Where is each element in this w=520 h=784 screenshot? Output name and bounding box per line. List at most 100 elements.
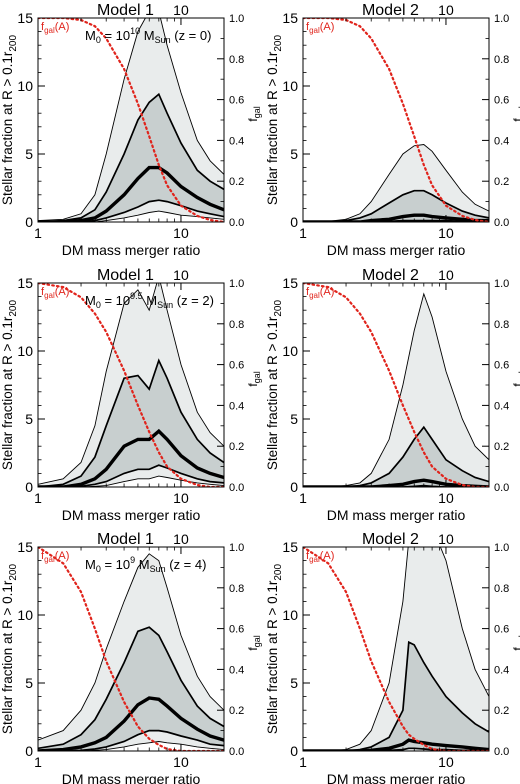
y2tick-label: 1.0: [229, 278, 244, 290]
fgal-label: fgal(A): [306, 21, 334, 35]
p25-line: [38, 464, 224, 487]
fgal-label: fgal(A): [41, 286, 69, 300]
plot-area: [303, 18, 489, 222]
y2-axis-label: fgal: [511, 371, 520, 386]
ytick-label: 10: [17, 343, 33, 359]
xtick-label: 1: [299, 490, 307, 506]
x-axis-label: DM mass merger ratio: [327, 507, 466, 523]
ytick-label: 5: [25, 146, 33, 162]
xtick-label-top: 10: [173, 267, 189, 283]
xtick-label-top: 10: [438, 267, 454, 283]
xtick-label: 10: [438, 490, 454, 506]
y-axis-label: Stellar fraction at R > 0.1r200: [265, 563, 284, 734]
panel-title: Model 1: [97, 531, 154, 548]
y2tick-label: 0.0: [494, 217, 509, 229]
ytick-label: 15: [282, 539, 298, 555]
x-axis-label: DM mass merger ratio: [327, 242, 466, 258]
fgal-curve: [38, 18, 224, 222]
ytick-label: 10: [282, 607, 298, 623]
median-line: [38, 696, 224, 751]
mass-annotation: M0 = 109.5 MSun (z = 2): [85, 291, 214, 310]
x-axis-label: DM mass merger ratio: [327, 771, 466, 784]
ytick-label: 0: [25, 743, 33, 759]
ytick-label: 15: [17, 10, 33, 26]
plot-area: [303, 547, 489, 751]
fgal-label: fgal(A): [41, 550, 69, 564]
y2tick-label: 0.2: [229, 441, 244, 453]
y2tick-label: 0.8: [494, 319, 509, 331]
y2tick-label: 0.0: [229, 482, 244, 494]
median-line: [38, 165, 224, 222]
y2tick-label: 1.0: [494, 542, 509, 554]
y2tick-label: 0.4: [229, 135, 244, 147]
panel-row2-left: 0 5 10 15 0.0 0.2 0.4 0.6 0.8 1.0 1 10 10 Model 1 DM m…: [0, 267, 262, 523]
ytick-label: 0: [25, 214, 33, 230]
p10-line: [38, 210, 224, 222]
y2tick-label: 0.0: [229, 746, 244, 758]
outer-band: [303, 293, 489, 487]
panel-row2-right: 0 5 10 15 0.0 0.2 0.4 0.6 0.8 1.0 1 10 10 Model 2 DM m…: [265, 267, 520, 523]
y2tick-label: 0.6: [494, 624, 509, 636]
y2tick-label: 0.2: [494, 176, 509, 188]
inner-band: [303, 190, 489, 222]
xtick-label: 1: [299, 225, 307, 241]
ytick-label: 10: [17, 607, 33, 623]
mass-annotation: M0 = 109 MSun (z = 4): [85, 555, 206, 574]
panel-row3-left: 0 5 10 15 0.0 0.2 0.4 0.6 0.8 1.0 1 10 10 Model 1 DM m…: [0, 531, 262, 784]
y2-axis-label: fgal: [246, 635, 262, 650]
ytick-label: 5: [25, 411, 33, 427]
x-axis-label: DM mass merger ratio: [62, 507, 201, 523]
p90-line: [303, 547, 489, 751]
y2tick-label: 0.8: [494, 54, 509, 66]
y-axis-label: Stellar fraction at R > 0.1r200: [265, 299, 284, 470]
y2tick-label: 0.8: [229, 54, 244, 66]
xtick-label: 1: [299, 754, 307, 770]
ytick-label: 15: [17, 539, 33, 555]
y2tick-label: 0.4: [494, 664, 509, 676]
y2tick-label: 1.0: [229, 542, 244, 554]
y2tick-label: 1.0: [494, 13, 509, 25]
panel-title: Model 2: [362, 267, 419, 284]
y2tick-label: 0.4: [229, 664, 244, 676]
xtick-label: 10: [438, 225, 454, 241]
y2-axis-label: fgal: [246, 106, 262, 121]
y2tick-label: 1.0: [229, 13, 244, 25]
panel-row1-right: 0 5 10 15 0.0 0.2 0.4 0.6 0.8 1.0 1 10 10 Model 2 DM m…: [265, 2, 520, 258]
y2tick-label: 0.2: [229, 705, 244, 717]
ytick-label: 15: [282, 275, 298, 291]
y2tick-label: 0.2: [494, 705, 509, 717]
y2tick-label: 1.0: [494, 278, 509, 290]
median-line: [303, 213, 489, 222]
xtick-label-top: 10: [438, 2, 454, 18]
y2tick-label: 0.4: [494, 400, 509, 412]
ytick-label: 0: [290, 479, 298, 495]
y2tick-label: 0.2: [494, 441, 509, 453]
y2-axis-label: fgal: [511, 106, 520, 121]
xtick-label: 10: [173, 490, 189, 506]
panel-title: Model 2: [362, 531, 419, 548]
y2tick-label: 0.6: [494, 360, 509, 372]
y2tick-label: 0.4: [229, 400, 244, 412]
y2-axis-label: fgal: [246, 371, 262, 386]
ytick-label: 0: [25, 479, 33, 495]
inner-band: [38, 627, 224, 751]
y-axis-label: Stellar fraction at R > 0.1r200: [0, 299, 19, 470]
median-line: [303, 478, 489, 487]
y2tick-label: 0.0: [229, 217, 244, 229]
fgal-curve: [38, 283, 224, 487]
fgal-curve: [38, 547, 224, 751]
panel-title: Model 2: [362, 2, 419, 19]
ytick-label: 5: [290, 411, 298, 427]
panel-row1-left: 0 5 10 15 0.0 0.2 0.4 0.6 0.8 1.0 1 10 10 Model 1 DM m…: [0, 2, 262, 258]
ytick-label: 10: [17, 78, 33, 94]
xtick-label-top: 10: [438, 531, 454, 547]
p90-line: [303, 292, 489, 487]
y2tick-label: 0.6: [229, 624, 244, 636]
x-axis-label: DM mass merger ratio: [62, 242, 201, 258]
panel-row3-right: 0 5 10 15 0.0 0.2 0.4 0.6 0.8 1.0 1 10 10 Model 2 DM m…: [265, 531, 520, 784]
plot-area: [38, 547, 224, 751]
plot-area: [38, 18, 224, 222]
ytick-label: 15: [17, 275, 33, 291]
inner-band: [38, 360, 224, 487]
